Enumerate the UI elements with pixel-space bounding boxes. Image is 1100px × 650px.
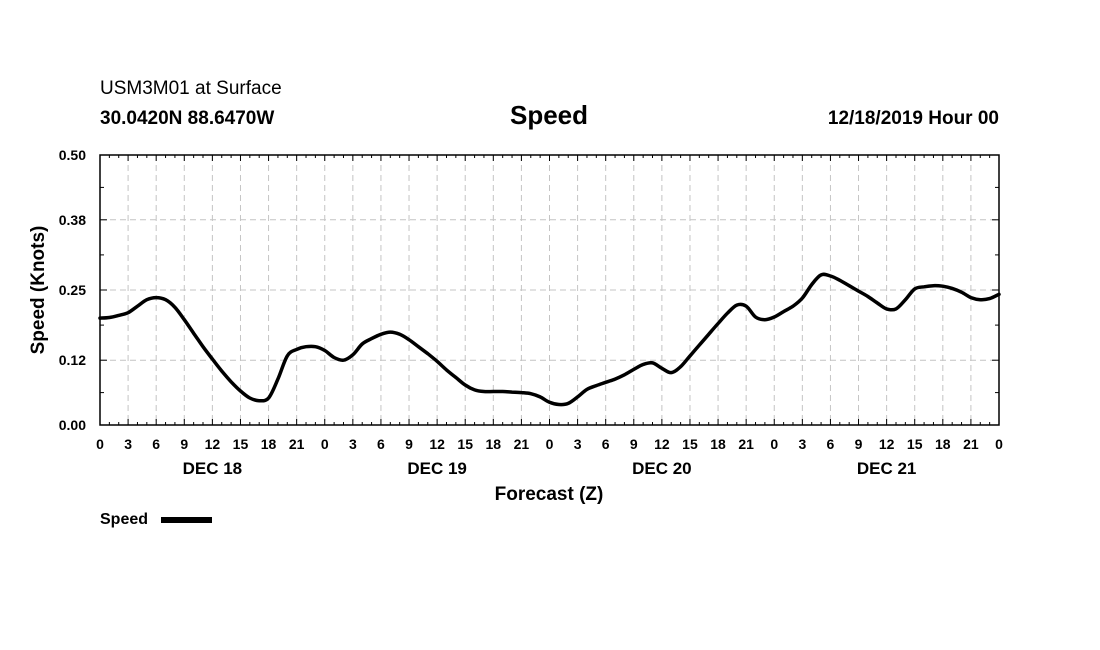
x-tick-labels: 0 3 6 9 12 15 18 21 0 3 6 9 12 15 18 21 0 3 6 9 12 15 18 21 0 3 6 9… — [96, 436, 1003, 452]
day-label: DEC 21 — [857, 459, 917, 478]
forecast-date: 12/18/2019 Hour 00 — [828, 108, 999, 129]
day-label: DEC 18 — [183, 459, 243, 478]
x-tick-label: 12 — [429, 436, 445, 452]
y-tick-label: 0.00 — [59, 417, 86, 433]
y-tick-labels: 0.00 0.12 0.25 0.38 0.50 — [59, 147, 86, 433]
x-tick-label: 15 — [682, 436, 698, 452]
x-tick-label: 18 — [935, 436, 951, 452]
x-tick-label: 18 — [261, 436, 277, 452]
x-tick-label: 21 — [289, 436, 305, 452]
x-tick-label: 9 — [855, 436, 863, 452]
x-tick-label: 6 — [377, 436, 385, 452]
x-tick-label: 0 — [96, 436, 104, 452]
x-tick-label: 3 — [349, 436, 357, 452]
x-tick-label: 6 — [152, 436, 160, 452]
x-tick-label: 21 — [514, 436, 530, 452]
y-tick-label: 0.50 — [59, 147, 86, 163]
location-label: 30.0420N 88.6470W — [100, 108, 274, 129]
x-tick-label: 3 — [124, 436, 132, 452]
x-tick-label: 0 — [546, 436, 554, 452]
x-tick-label: 6 — [827, 436, 835, 452]
x-tick-label: 9 — [405, 436, 413, 452]
legend-swatch — [161, 517, 212, 523]
legend-label: Speed — [100, 511, 148, 528]
x-tick-label: 0 — [770, 436, 778, 452]
day-label: DEC 20 — [632, 459, 692, 478]
x-tick-label: 12 — [879, 436, 895, 452]
legend: Speed — [100, 511, 212, 528]
station-label: USM3M01 at Surface — [100, 78, 282, 99]
plot-frame — [99, 154, 1000, 426]
x-tick-label: 0 — [321, 436, 329, 452]
x-tick-label: 12 — [205, 436, 221, 452]
x-tick-label: 3 — [798, 436, 806, 452]
x-tick-label: 15 — [457, 436, 473, 452]
y-tick-label: 0.38 — [59, 212, 86, 228]
x-tick-label: 15 — [233, 436, 249, 452]
x-tick-label: 21 — [963, 436, 979, 452]
x-tick-label: 9 — [180, 436, 188, 452]
x-tick-label: 18 — [710, 436, 726, 452]
x-tick-label: 9 — [630, 436, 638, 452]
x-tick-label: 12 — [654, 436, 670, 452]
x-tick-label: 15 — [907, 436, 923, 452]
x-tick-label: 18 — [486, 436, 502, 452]
grid — [100, 155, 999, 425]
day-label: DEC 19 — [407, 459, 467, 478]
day-labels: DEC 18 DEC 19 DEC 20 DEC 21 — [183, 459, 917, 478]
y-axis-title: Speed (Knots) — [28, 226, 49, 355]
x-tick-label: 21 — [738, 436, 754, 452]
series-line-speed — [98, 272, 1001, 407]
y-tick-label: 0.12 — [59, 352, 86, 368]
x-tick-label: 6 — [602, 436, 610, 452]
x-tick-label: 0 — [995, 436, 1003, 452]
chart-title: Speed — [510, 100, 588, 130]
y-tick-label: 0.25 — [59, 282, 86, 298]
x-tick-label: 3 — [574, 436, 582, 452]
x-axis-title: Forecast (Z) — [495, 484, 604, 505]
